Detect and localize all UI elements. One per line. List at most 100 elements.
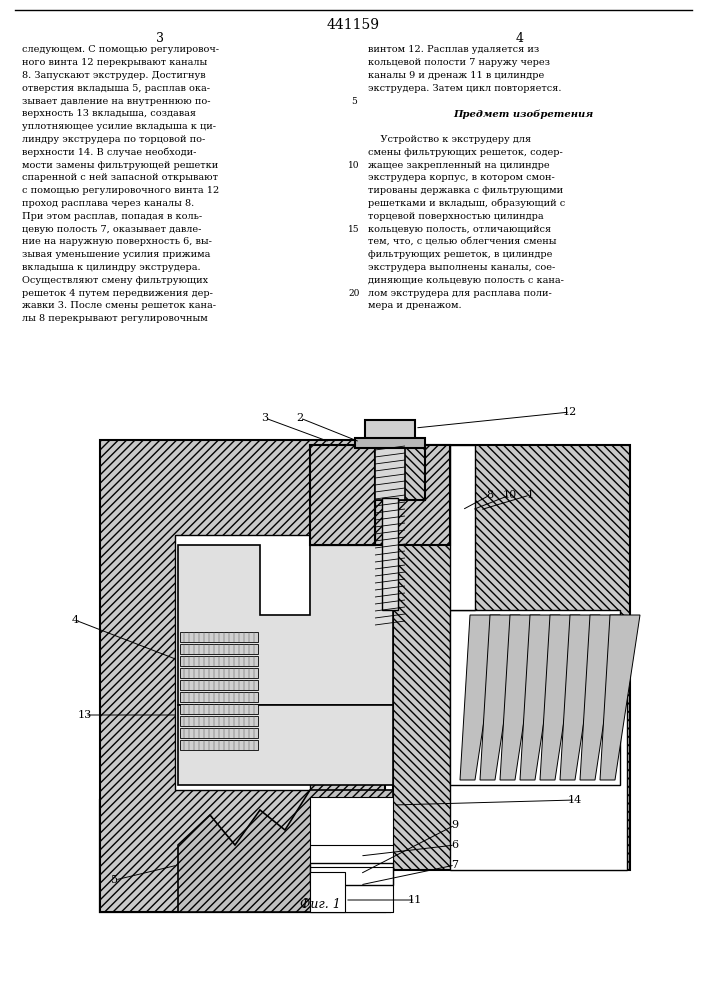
Text: линдру экструдера по торцовой по-: линдру экструдера по торцовой по- xyxy=(22,135,205,144)
Bar xyxy=(100,440,385,912)
Bar xyxy=(450,445,475,610)
Text: ние на наружную поверхность 6, вы-: ние на наружную поверхность 6, вы- xyxy=(22,237,212,246)
Text: 15: 15 xyxy=(348,225,360,234)
Text: лом экструдера для расплава поли-: лом экструдера для расплава поли- xyxy=(368,289,551,298)
Bar xyxy=(365,420,415,440)
Text: 10: 10 xyxy=(349,161,360,170)
Text: торцевой поверхностью цилиндра: торцевой поверхностью цилиндра xyxy=(368,212,544,221)
Polygon shape xyxy=(580,615,620,780)
Text: 13: 13 xyxy=(78,710,92,720)
Polygon shape xyxy=(100,540,390,912)
Polygon shape xyxy=(310,445,375,545)
Bar xyxy=(180,680,258,690)
Text: Фиг. 1: Фиг. 1 xyxy=(300,898,340,912)
Text: Устройство к экструдеру для: Устройство к экструдеру для xyxy=(368,135,531,144)
Text: 5: 5 xyxy=(112,875,119,885)
Polygon shape xyxy=(560,615,600,780)
Text: жащее закрепленный на цилиндре: жащее закрепленный на цилиндре xyxy=(368,161,549,170)
Text: 3: 3 xyxy=(156,31,164,44)
Bar xyxy=(180,644,258,654)
Bar xyxy=(393,445,630,870)
Text: 10: 10 xyxy=(503,490,517,500)
Text: верхность 13 вкладыша, создавая: верхность 13 вкладыша, создавая xyxy=(22,109,196,118)
Bar xyxy=(100,800,390,912)
Bar xyxy=(180,704,258,714)
Text: жавки 3. После смены решеток кана-: жавки 3. После смены решеток кана- xyxy=(22,302,216,310)
Polygon shape xyxy=(520,615,560,780)
Text: 20: 20 xyxy=(349,289,360,298)
Text: с помощью регулировочного винта 12: с помощью регулировочного винта 12 xyxy=(22,186,219,195)
Text: кольцевой полости 7 наружу через: кольцевой полости 7 наружу через xyxy=(368,58,550,67)
Text: 8: 8 xyxy=(486,490,493,500)
Bar xyxy=(180,716,258,726)
Text: диняющие кольцевую полость с кана-: диняющие кольцевую полость с кана- xyxy=(368,276,564,285)
Text: решеток 4 путем передвижения дер-: решеток 4 путем передвижения дер- xyxy=(22,289,213,298)
Polygon shape xyxy=(310,445,450,545)
Text: смены фильтрующих решеток, содер-: смены фильтрующих решеток, содер- xyxy=(368,148,563,157)
Bar xyxy=(375,448,405,500)
Text: 2: 2 xyxy=(296,413,303,423)
Bar xyxy=(355,438,425,448)
Text: 4: 4 xyxy=(71,615,78,625)
Text: тированы державка с фильтрующими: тированы державка с фильтрующими xyxy=(368,186,563,195)
Polygon shape xyxy=(460,615,500,780)
Text: вкладыша к цилиндру экструдера.: вкладыша к цилиндру экструдера. xyxy=(22,263,201,272)
Text: отверстия вкладыша 5, расплав ока-: отверстия вкладыша 5, расплав ока- xyxy=(22,84,210,93)
Text: верхности 14. В случае необходи-: верхности 14. В случае необходи- xyxy=(22,148,197,157)
Text: цевую полость 7, оказывает давле-: цевую полость 7, оказывает давле- xyxy=(22,225,201,234)
Text: винтом 12. Расплав удаляется из: винтом 12. Расплав удаляется из xyxy=(368,45,539,54)
Text: ного винта 12 перекрывают каналы: ного винта 12 перекрывают каналы xyxy=(22,58,207,67)
Polygon shape xyxy=(178,545,393,705)
Text: 8. Запускают экструдер. Достигнув: 8. Запускают экструдер. Достигнув xyxy=(22,71,206,80)
Text: тем, что, с целью облегчения смены: тем, что, с целью облегчения смены xyxy=(368,237,556,246)
Text: экструдера корпус, в котором смон-: экструдера корпус, в котором смон- xyxy=(368,174,555,182)
Text: 12: 12 xyxy=(563,407,577,417)
Bar xyxy=(310,797,393,912)
Text: 1: 1 xyxy=(527,490,534,500)
Text: При этом расплав, попадая в коль-: При этом расплав, попадая в коль- xyxy=(22,212,202,221)
Text: Осуществляют смену фильтрующих: Осуществляют смену фильтрующих xyxy=(22,276,208,285)
Text: зывает давление на внутреннюю по-: зывает давление на внутреннюю по- xyxy=(22,97,211,106)
Polygon shape xyxy=(480,615,520,780)
Text: мости замены фильтрующей решетки: мости замены фильтрующей решетки xyxy=(22,161,218,170)
Text: спаренной с ней запасной открывают: спаренной с ней запасной открывают xyxy=(22,174,218,182)
Polygon shape xyxy=(178,705,393,785)
Text: лы 8 перекрывают регулировочным: лы 8 перекрывают регулировочным xyxy=(22,314,208,323)
Text: экструдера. Затем цикл повторяется.: экструдера. Затем цикл повторяется. xyxy=(368,84,561,93)
Polygon shape xyxy=(178,790,393,912)
Bar xyxy=(310,872,345,912)
Polygon shape xyxy=(600,615,640,780)
Bar xyxy=(180,656,258,666)
Bar xyxy=(90,417,620,912)
Text: фильтрующих решеток, в цилиндре: фильтрующих решеток, в цилиндре xyxy=(368,250,552,259)
Text: проход расплава через каналы 8.: проход расплава через каналы 8. xyxy=(22,199,194,208)
Polygon shape xyxy=(450,610,620,785)
Polygon shape xyxy=(540,615,580,780)
Text: 6: 6 xyxy=(452,840,459,850)
Bar xyxy=(175,535,310,790)
Bar xyxy=(180,740,258,750)
Polygon shape xyxy=(500,615,540,780)
Text: 3: 3 xyxy=(262,413,269,423)
Text: 5: 5 xyxy=(351,97,357,106)
Text: кольцевую полость, отличающийся: кольцевую полость, отличающийся xyxy=(368,225,551,234)
Text: каналы 9 и дренаж 11 в цилиндре: каналы 9 и дренаж 11 в цилиндре xyxy=(368,71,544,80)
Text: 7: 7 xyxy=(452,860,459,870)
Text: решетками и вкладыш, образующий с: решетками и вкладыш, образующий с xyxy=(368,199,566,208)
Text: зывая уменьшение усилия прижима: зывая уменьшение усилия прижима xyxy=(22,250,211,259)
Bar xyxy=(180,668,258,678)
Bar xyxy=(450,615,627,870)
Text: 14: 14 xyxy=(568,795,582,805)
Text: 4: 4 xyxy=(516,31,524,44)
Bar xyxy=(180,632,258,642)
Text: экструдера выполнены каналы, сое-: экструдера выполнены каналы, сое- xyxy=(368,263,555,272)
Bar xyxy=(180,692,258,702)
Text: 441159: 441159 xyxy=(327,18,380,32)
Text: 11: 11 xyxy=(408,895,422,905)
Bar xyxy=(180,728,258,738)
Bar xyxy=(382,498,398,610)
Text: следующем. С помощью регулировоч-: следующем. С помощью регулировоч- xyxy=(22,45,219,54)
Text: уплотняющее усилие вкладыша к ци-: уплотняющее усилие вкладыша к ци- xyxy=(22,122,216,131)
Text: мера и дренажом.: мера и дренажом. xyxy=(368,302,462,310)
Text: Предмет изобретения: Предмет изобретения xyxy=(453,109,593,119)
